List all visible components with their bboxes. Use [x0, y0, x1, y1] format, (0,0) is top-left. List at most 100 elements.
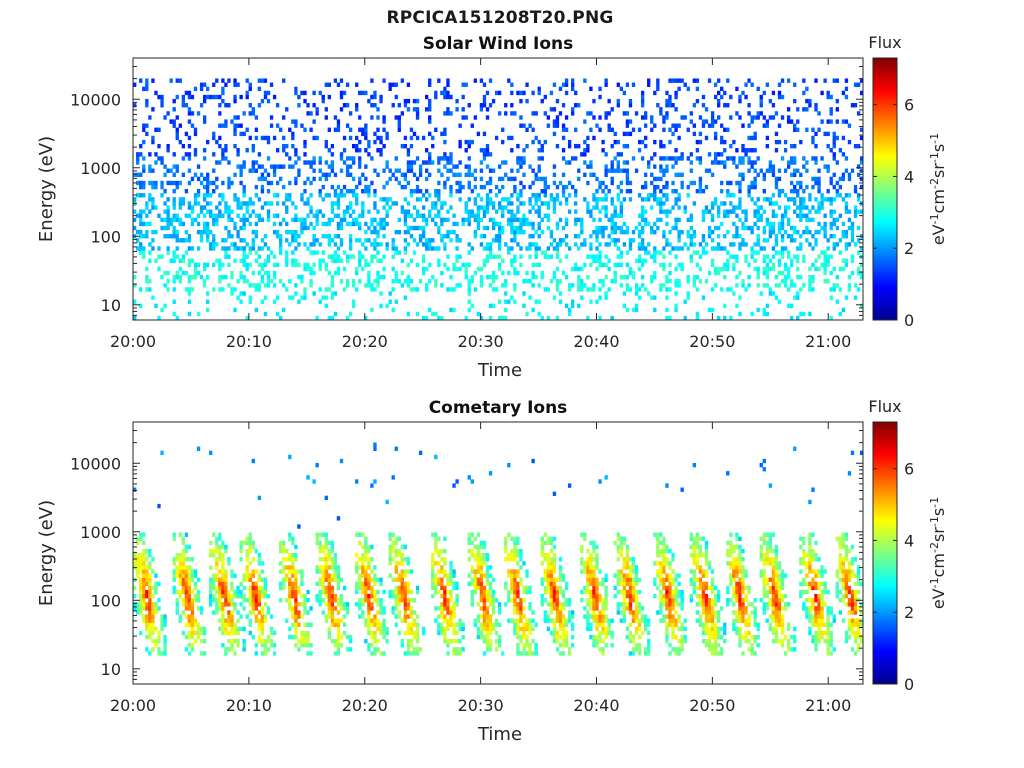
- spectrogram-cell: [215, 606, 219, 611]
- spectrogram-cell: [580, 287, 584, 292]
- spectrogram-cell: [397, 127, 401, 132]
- spectrogram-cell: [750, 164, 754, 169]
- spectrogram-cell: [479, 557, 484, 562]
- spectrogram-cell: [373, 622, 377, 627]
- spectrogram-cell: [598, 258, 602, 263]
- spectrogram-cell: [549, 229, 554, 235]
- spectrogram-cell: [859, 303, 864, 309]
- spectrogram-cell: [829, 107, 833, 112]
- spectrogram-cell: [418, 450, 423, 456]
- spectrogram-cell: [513, 217, 517, 223]
- spectrogram-cell: [367, 618, 371, 623]
- spectrogram-cell: [248, 295, 252, 300]
- spectrogram-cell: [790, 180, 794, 186]
- spectrogram-cell: [674, 303, 678, 309]
- spectrogram-cell: [473, 168, 478, 173]
- spectrogram-cell: [732, 205, 736, 210]
- spectrogram-cell: [796, 168, 800, 173]
- spectrogram-cell: [352, 221, 356, 227]
- spectrogram-cell: [178, 139, 182, 145]
- spectrogram-cell: [242, 164, 246, 169]
- spectrogram-cell: [640, 274, 645, 280]
- spectrogram-cell: [488, 168, 493, 173]
- spectrogram-cell: [187, 234, 192, 239]
- spectrogram-cell: [774, 184, 779, 190]
- spectrogram-cell: [598, 295, 602, 300]
- spectrogram-cell: [136, 565, 140, 570]
- spectrogram-cell: [339, 193, 344, 198]
- spectrogram-cell: [388, 299, 392, 304]
- spectrogram-cell: [452, 307, 456, 313]
- spectrogram-cell: [677, 262, 681, 268]
- spectrogram-cell: [583, 283, 587, 288]
- spectrogram-cell: [449, 287, 453, 292]
- spectrogram-cell: [698, 160, 703, 165]
- spectrogram-cell: [841, 152, 846, 157]
- spectrogram-cell: [832, 143, 836, 149]
- spectrogram-cell: [215, 536, 219, 542]
- spectrogram-cell: [172, 205, 176, 210]
- spectrogram-cell: [656, 217, 660, 223]
- spectrogram-cell: [367, 238, 371, 243]
- spectrogram-cell: [303, 152, 307, 157]
- spectrogram-cell: [358, 614, 362, 619]
- spectrogram-cell: [330, 315, 335, 321]
- spectrogram-cell: [236, 630, 240, 636]
- spectrogram-cell: [215, 598, 219, 603]
- spectrogram-cell: [841, 258, 846, 263]
- spectrogram-cell: [850, 221, 855, 227]
- spectrogram-cell: [829, 94, 833, 100]
- spectrogram-cell: [288, 626, 292, 632]
- spectrogram-cell: [336, 610, 341, 615]
- spectrogram-cell: [537, 209, 541, 214]
- spectrogram-cell: [409, 598, 414, 603]
- spectrogram-cell: [239, 270, 243, 276]
- spectrogram-cell: [656, 201, 660, 206]
- spectrogram-cell: [324, 618, 328, 623]
- spectrogram-cell: [358, 90, 362, 96]
- spectrogram-cell: [783, 279, 788, 284]
- spectrogram-cell: [373, 168, 377, 173]
- spectrogram-cell: [248, 221, 252, 227]
- spectrogram-cell: [260, 279, 265, 284]
- spectrogram-cell: [756, 270, 760, 276]
- spectrogram-cell: [285, 287, 289, 292]
- spectrogram-cell: [747, 193, 751, 198]
- spectrogram-cell: [753, 242, 757, 247]
- spectrogram-cell: [294, 229, 298, 235]
- spectrogram-cell: [613, 131, 617, 137]
- spectrogram-cell: [193, 593, 198, 599]
- spectrogram-cell: [662, 209, 666, 214]
- spectrogram-cell: [783, 205, 788, 210]
- spectrogram-cell: [403, 238, 408, 243]
- spectrogram-cell: [184, 557, 189, 562]
- spectrogram-cell: [236, 593, 240, 599]
- spectrogram-cell: [790, 119, 794, 124]
- spectrogram-cell: [263, 585, 268, 591]
- spectrogram-cell: [434, 573, 438, 578]
- spectrogram-cell: [628, 242, 633, 247]
- spectrogram-cell: [777, 283, 782, 288]
- spectrogram-cell: [571, 283, 575, 288]
- spectrogram-cell: [598, 229, 602, 235]
- spectrogram-cell: [756, 86, 760, 92]
- spectrogram-cell: [391, 307, 395, 313]
- spectrogram-cell: [856, 287, 861, 292]
- spectrogram-cell: [686, 217, 690, 223]
- spectrogram-cell: [355, 585, 359, 591]
- spectrogram-cell: [397, 536, 401, 542]
- spectrogram-cell: [260, 643, 265, 648]
- spectrogram-cell: [774, 176, 779, 182]
- spectrogram-cell: [388, 176, 392, 182]
- spectrogram-cell: [227, 254, 231, 259]
- spectrogram-cell: [373, 189, 377, 194]
- spectrogram-cell: [212, 593, 216, 599]
- spectrogram-cell: [190, 573, 195, 578]
- spectrogram-cell: [796, 213, 800, 218]
- spectrogram-cell: [571, 111, 575, 116]
- spectrogram-cell: [336, 565, 341, 570]
- spectrogram-cell: [528, 295, 532, 300]
- spectrogram-cell: [479, 205, 484, 210]
- spectrogram-cell: [142, 561, 146, 566]
- spectrogram-cell: [218, 544, 222, 550]
